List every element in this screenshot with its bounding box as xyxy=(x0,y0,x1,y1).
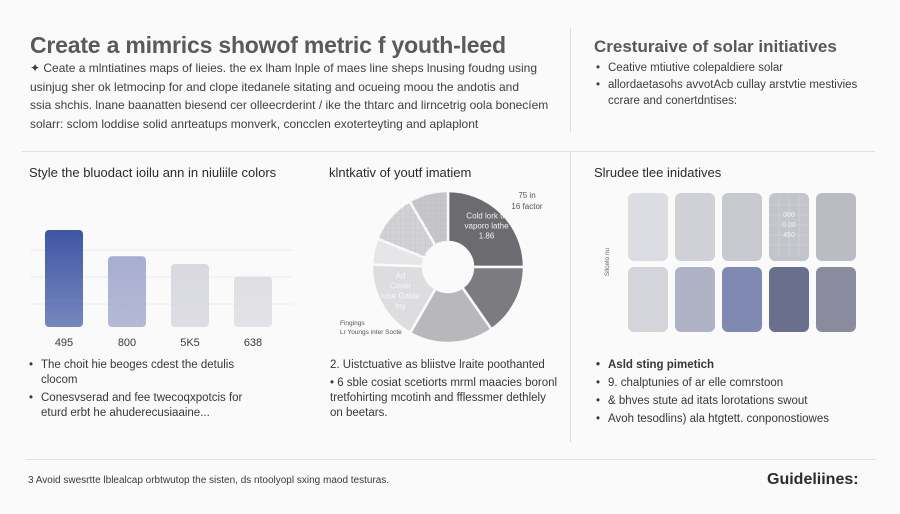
bar-chart-title: Style the bluodact ioilu ann in niuliile… xyxy=(29,165,277,180)
heatmap-cell xyxy=(816,267,856,332)
list-item: & bhves stute ad itats lorotations swout xyxy=(596,394,876,409)
intro-text: ✦ Ceate a mlntiatines maps of lieies. th… xyxy=(30,59,560,133)
list-item: Asld sting pimetich xyxy=(596,358,876,373)
side-panel-title: Cresturaive of solar initiatives xyxy=(594,37,837,56)
cell-label: 450 xyxy=(783,232,795,239)
slice-label: vaporo lathe xyxy=(465,221,510,230)
bar xyxy=(108,256,146,327)
heatmap-title: Slrudee tlee inidatives xyxy=(594,165,722,180)
heatmap-cell xyxy=(675,267,715,332)
list-item: Conesvserad and fee twecoqxpotcis for et… xyxy=(29,391,269,421)
list-item: • 6 sble cosiat scetiorts mrml maacies b… xyxy=(330,377,558,419)
side-panel-list: Ceative mtiutive colepaldiere solar allo… xyxy=(596,60,886,110)
bar-label: 5K5 xyxy=(180,337,200,349)
divider xyxy=(26,459,876,460)
intro-line: usinjug sher ok letmocinp for and clope … xyxy=(30,79,519,94)
intro-line: ✦ Ceate a mlntiatines maps of lieies. th… xyxy=(30,61,538,75)
bar xyxy=(234,276,272,327)
list-item: allordaetasohs avvotAcb cullay arstvtie … xyxy=(596,77,886,110)
heatmap-cell xyxy=(628,267,668,332)
bar-notes: The choit hie beoges cdest the detulis c… xyxy=(29,358,269,424)
heatmap-cell xyxy=(769,267,809,332)
bar-chart: 495 800 5K5 638 xyxy=(30,230,292,349)
heatmap-cell xyxy=(628,193,668,261)
heatmap-axis-label: Sllcelo nu xyxy=(604,248,611,277)
heatmap-cell xyxy=(816,193,856,261)
heatmap-cell xyxy=(675,193,715,261)
list-item: Avoh tesodlins) ala htgtett. conponostio… xyxy=(596,412,876,427)
slice-label: Iny xyxy=(395,302,406,311)
pie-slice-hatch xyxy=(377,201,436,258)
list-item: Ceative mtiutive colepaldiere solar xyxy=(596,60,886,77)
pie-slice xyxy=(460,265,526,332)
bar xyxy=(45,230,83,327)
slice-label: Cover xyxy=(390,282,412,291)
pie-callout: 75 in xyxy=(518,191,535,200)
pie-chart-title: klntkativ of youtf imatiem xyxy=(329,165,472,180)
slice-label: Cold lork tn xyxy=(466,211,506,220)
divider xyxy=(570,28,571,132)
slice-label: Iuse Gable xyxy=(381,292,420,301)
list-item: The choit hie beoges cdest the detulis c… xyxy=(29,358,269,388)
bar xyxy=(171,263,209,327)
pie-legend-item: Lr Youngs inter Socte xyxy=(340,329,402,336)
pie-notes: 2. Uistctuative as bliistve lraite pooth… xyxy=(330,358,560,424)
pie-slice-hatch xyxy=(409,191,448,246)
guidelines-label: Guideliines: xyxy=(767,471,859,488)
intro-line: solarr: sclom loddise solid anrteatups m… xyxy=(30,116,479,131)
bar-label: 495 xyxy=(55,337,73,349)
slice-label: 1.86 xyxy=(479,231,495,240)
page-title: Create a mimrics showof metric f youth-l… xyxy=(30,32,506,58)
pie-slice xyxy=(370,263,438,335)
heatmap-cell xyxy=(722,193,762,261)
pie-slice xyxy=(408,285,494,345)
intro-line: ssia shchis. lnane baanatten biesend cer… xyxy=(30,98,549,113)
list-item: 9. chalptunies of ar elle comrstoon xyxy=(596,376,876,391)
divider xyxy=(570,152,571,442)
pie-legend-item: Fingings xyxy=(340,320,365,327)
pie-slice xyxy=(446,189,526,269)
pie-callout: 16 factor xyxy=(511,202,542,211)
footer-note: 3 Avoid swesrtte lblealcap orbtwutop the… xyxy=(28,475,390,486)
divider xyxy=(22,151,875,152)
cell-label: 000 xyxy=(783,212,795,219)
list-item: 2. Uistctuative as bliistve lraite pooth… xyxy=(330,359,545,371)
heatmap-grid: 000 0.00 450 Sllcelo nu xyxy=(604,193,856,332)
heatmap-notes: Asld sting pimetich 9. chalptunies of ar… xyxy=(596,358,876,430)
bar-label: 638 xyxy=(244,337,262,349)
cell-label: 0.00 xyxy=(782,222,796,229)
bar-label: 800 xyxy=(118,337,136,349)
slice-label: Ad xyxy=(396,272,406,281)
heatmap-cell xyxy=(722,267,762,332)
